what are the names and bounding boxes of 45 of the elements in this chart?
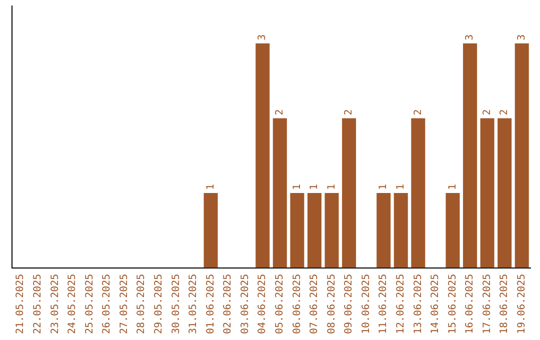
x-tick-label: 18.06.2025: [499, 274, 510, 334]
x-tick-label: 13.06.2025: [412, 274, 424, 334]
x-tick-label: 26.05.2025: [102, 274, 113, 334]
data-label: 2: [482, 109, 493, 116]
x-tick-label: 30.05.2025: [170, 274, 182, 334]
x-tick-label: 07.06.2025: [309, 274, 320, 334]
data-label: 3: [257, 34, 268, 40]
x-tick-label: 08.06.2025: [326, 274, 338, 334]
x-tick-label: 19.06.2025: [516, 274, 528, 334]
x-tick-label: 23.05.2025: [50, 274, 61, 334]
x-tick-label: 22.05.2025: [32, 274, 44, 334]
data-label: 1: [292, 184, 303, 190]
x-tick-label: 15.06.2025: [447, 274, 458, 334]
x-tick-label: 09.06.2025: [344, 274, 355, 334]
x-tick-label: 27.05.2025: [118, 274, 130, 334]
x-tick-label: 28.05.2025: [136, 274, 148, 334]
data-label: 2: [344, 109, 355, 116]
x-tick-label: 04.06.2025: [257, 274, 268, 334]
data-label: 1: [395, 184, 406, 190]
data-label: 1: [205, 184, 216, 190]
x-tick-label: 02.06.2025: [222, 274, 234, 334]
x-tick-label: 12.06.2025: [395, 274, 406, 334]
x-tick-label: 17.06.2025: [482, 274, 493, 334]
data-label: 3: [516, 34, 528, 40]
x-tick-label: 25.05.2025: [84, 274, 96, 334]
x-tick-label: 14.06.2025: [430, 274, 442, 334]
data-label: 1: [309, 184, 320, 190]
data-label: 1: [447, 184, 458, 190]
data-label: 2: [412, 109, 424, 116]
x-tick-label: 10.06.2025: [360, 274, 372, 334]
x-tick-label: 21.05.2025: [15, 274, 26, 334]
x-tick-label: 24.05.2025: [67, 274, 78, 334]
x-tick-label: 16.06.2025: [464, 274, 476, 334]
data-label: 1: [378, 184, 390, 190]
x-tick-label: 29.05.2025: [154, 274, 165, 334]
x-tick-label: 11.06.2025: [378, 274, 390, 334]
x-tick-label: 01.06.2025: [205, 274, 216, 334]
x-tick-label: 06.06.2025: [292, 274, 303, 334]
x-tick-label: 31.05.2025: [188, 274, 200, 334]
x-tick-label: 03.06.2025: [240, 274, 251, 334]
data-label: 3: [464, 34, 476, 40]
x-tick-label: 05.06.2025: [274, 274, 286, 334]
data-label: 2: [274, 109, 286, 116]
data-label: 1: [326, 184, 338, 190]
data-label: 2: [499, 109, 510, 116]
